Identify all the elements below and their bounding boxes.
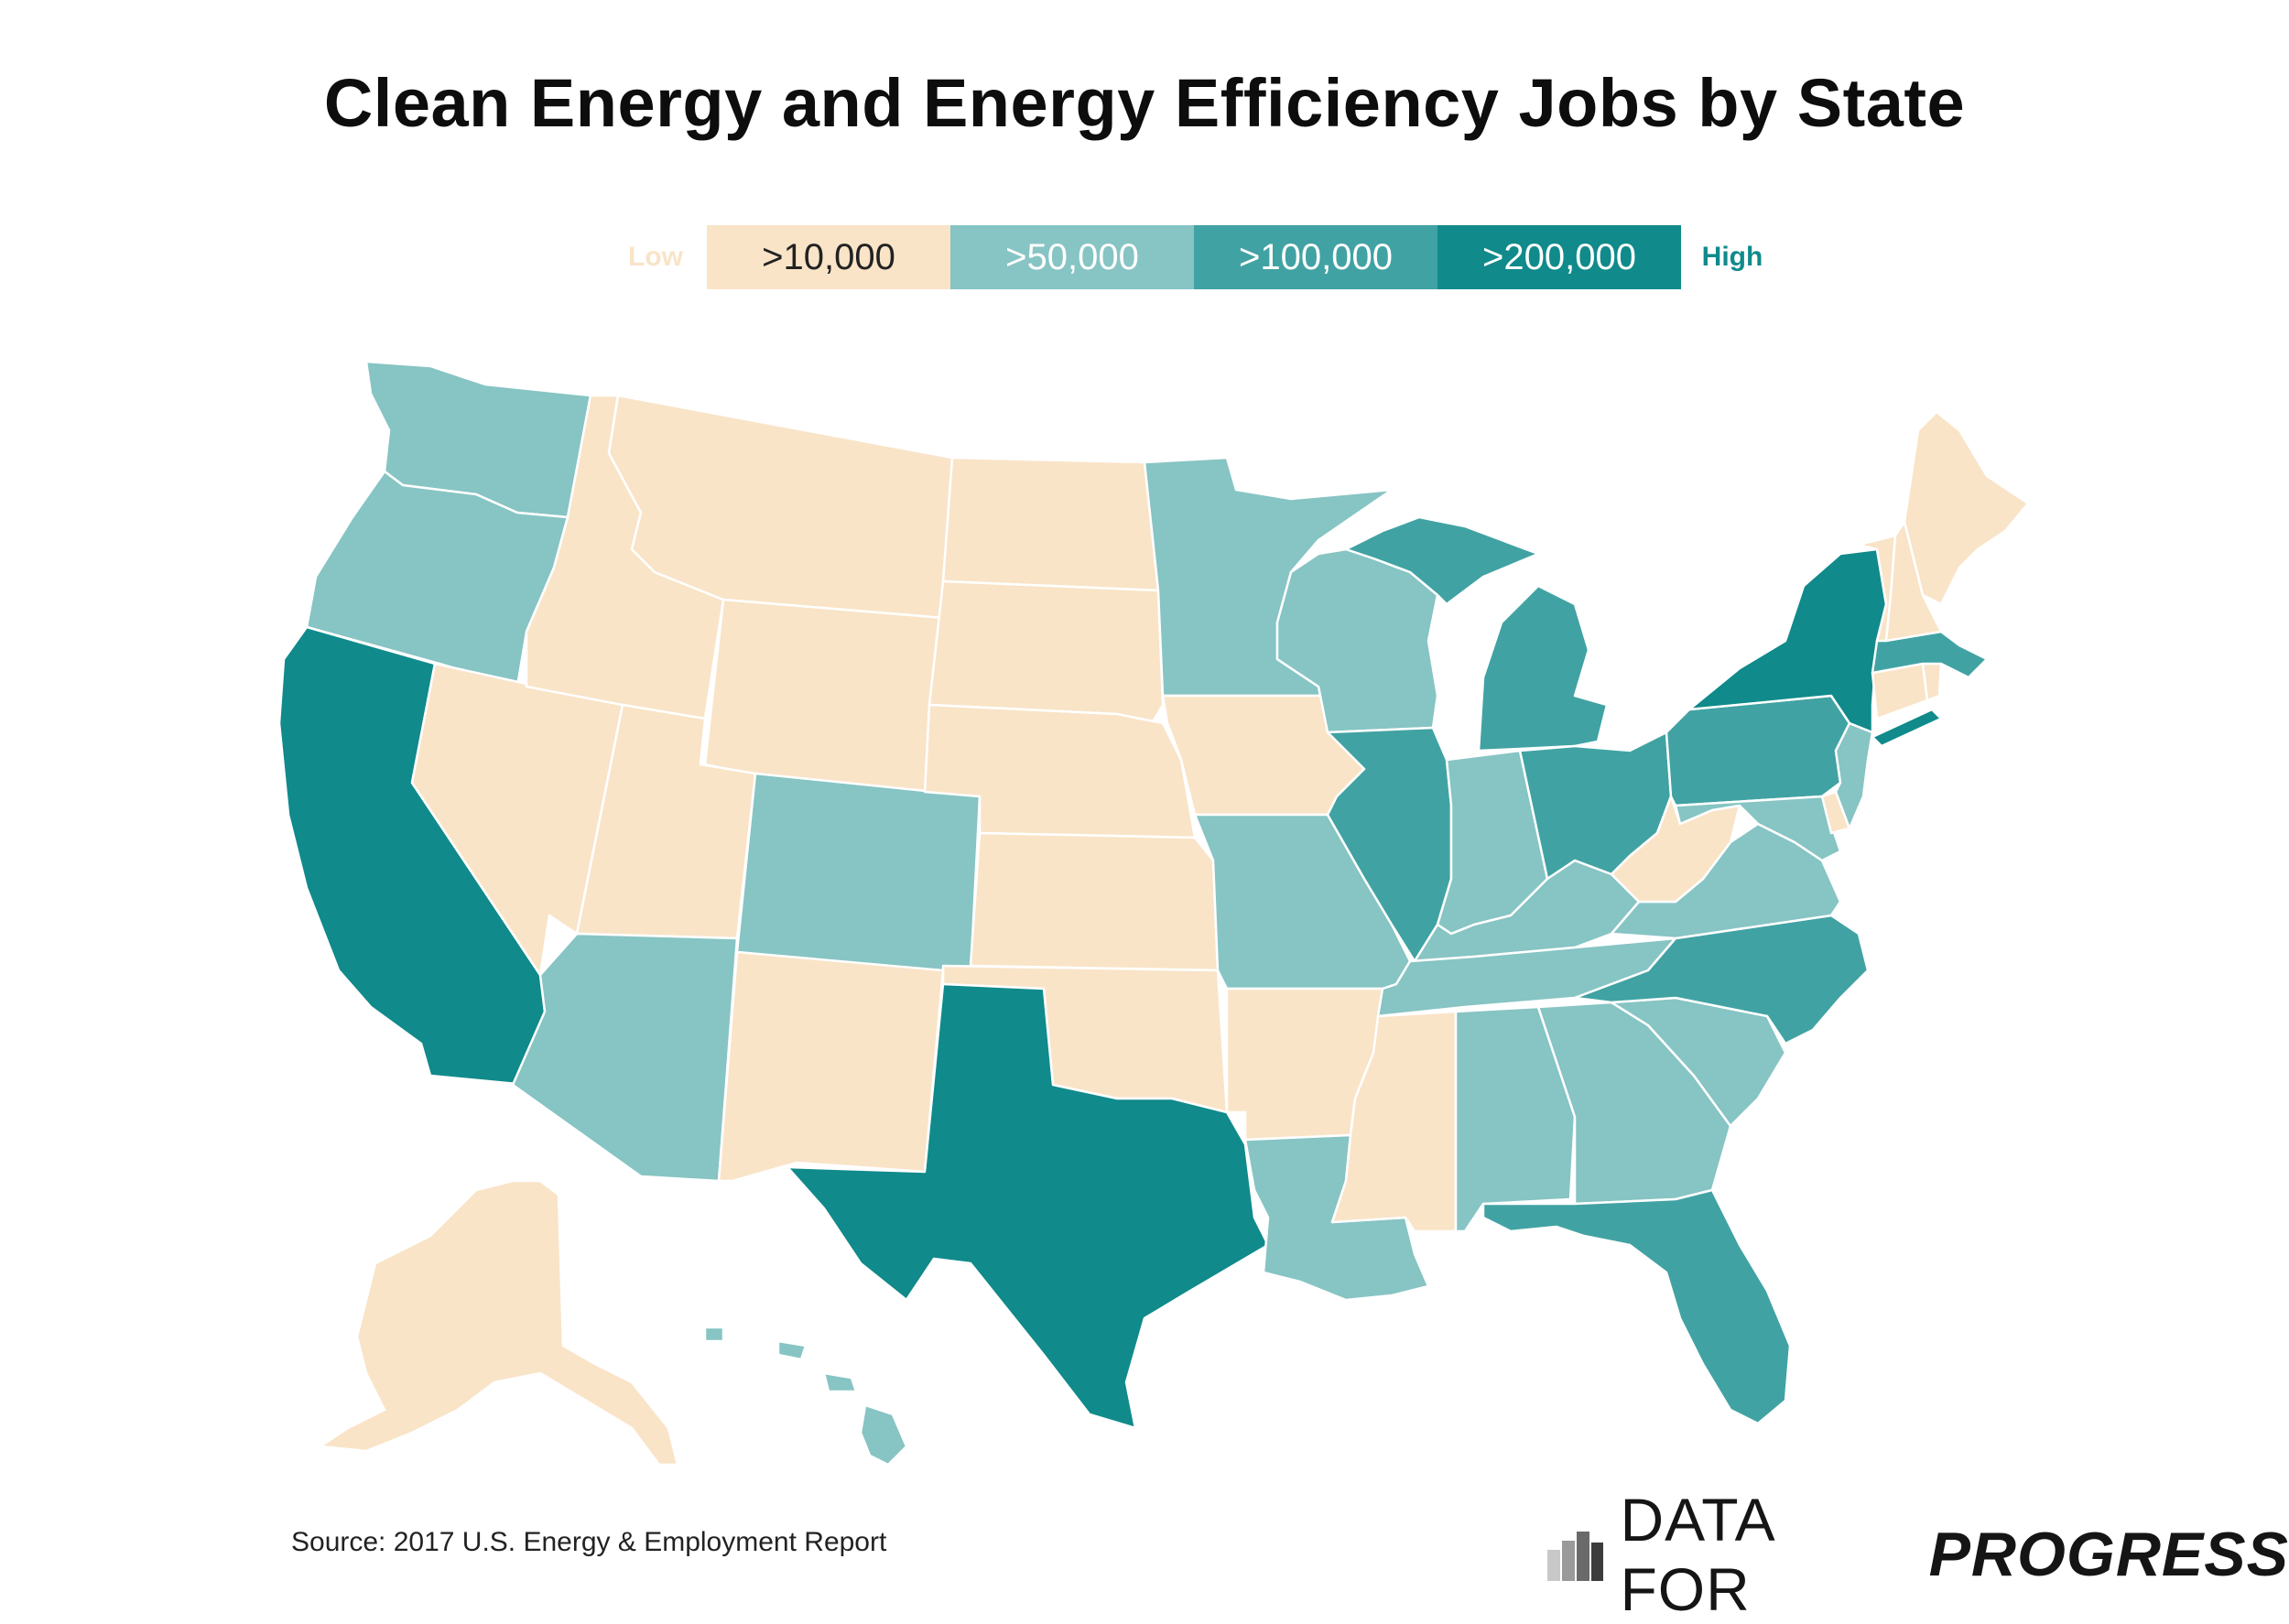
- state-PA[interactable]: [1665, 694, 1851, 807]
- state-FL[interactable]: [1481, 1188, 1792, 1425]
- state-RI[interactable]: [1921, 662, 1943, 702]
- state-HI-oahu[interactable]: [776, 1339, 808, 1361]
- legend-high-label: High: [1701, 242, 1763, 272]
- state-NY-longisland[interactable]: [1871, 708, 1943, 748]
- logo-bar: [1547, 1550, 1560, 1581]
- logo-bar: [1562, 1541, 1575, 1581]
- state-HI-maui[interactable]: [822, 1371, 858, 1393]
- state-AZ[interactable]: [511, 932, 739, 1183]
- state-CO[interactable]: [735, 772, 982, 977]
- state-ND[interactable]: [941, 456, 1160, 592]
- state-TX[interactable]: [786, 982, 1270, 1430]
- logo-text-bold: PROGRESS: [1928, 1520, 2289, 1589]
- legend-bin-50000: >50,000: [950, 225, 1194, 289]
- state-MI[interactable]: [1344, 515, 1540, 606]
- state-NC[interactable]: [1573, 914, 1870, 1045]
- source-note: Source: 2017 U.S. Energy & Employment Re…: [291, 1527, 887, 1557]
- state-MA[interactable]: [1871, 630, 1989, 679]
- state-HI[interactable]: [859, 1403, 908, 1467]
- state-KS[interactable]: [969, 831, 1220, 972]
- logo-bar: [1577, 1532, 1589, 1581]
- state-ME[interactable]: [1903, 410, 2030, 606]
- data-for-progress-logo: DATA FOR PROGRESS: [1547, 1485, 2289, 1624]
- legend-bin-100000: >100,000: [1194, 225, 1437, 289]
- legend-bin-200000: >200,000: [1437, 225, 1681, 289]
- legend-low-label: Low: [628, 242, 683, 272]
- legend: Low >10,000 >50,000 >100,000 >200,000 Hi…: [604, 225, 1784, 289]
- state-MD[interactable]: [1674, 795, 1842, 862]
- state-MI-lower[interactable]: [1477, 584, 1609, 752]
- logo-bars-icon: [1547, 1532, 1604, 1581]
- logo-bar: [1591, 1543, 1604, 1581]
- chart-title: Clean Energy and Energy Efficiency Jobs …: [323, 65, 1966, 141]
- state-HI-kauai[interactable]: [703, 1326, 725, 1343]
- logo-text-light: DATA FOR: [1620, 1486, 1774, 1623]
- legend-bin-10000: >10,000: [707, 225, 950, 289]
- us-map: [277, 360, 2030, 1467]
- state-NM[interactable]: [717, 950, 945, 1183]
- state-AK[interactable]: [319, 1179, 679, 1467]
